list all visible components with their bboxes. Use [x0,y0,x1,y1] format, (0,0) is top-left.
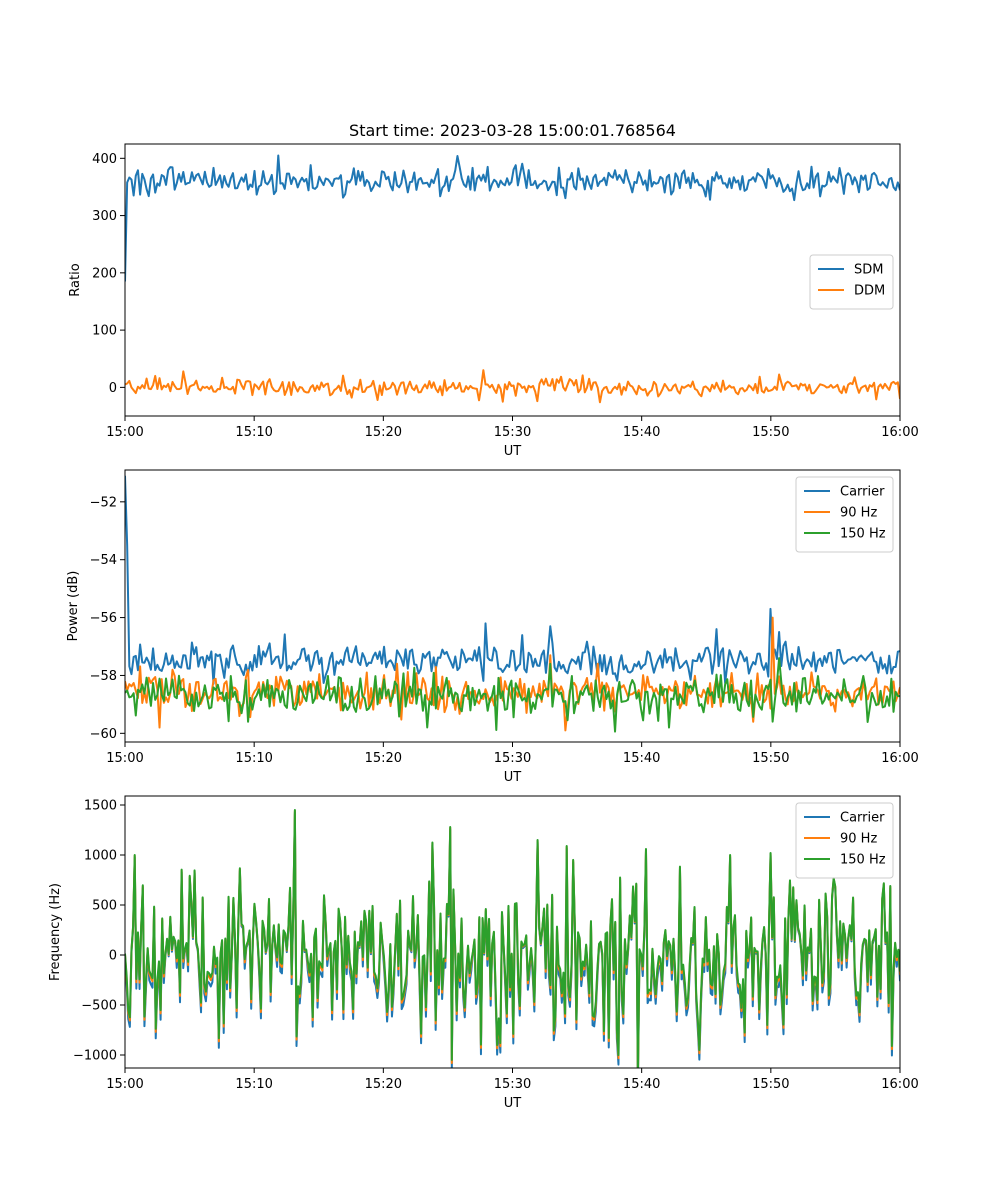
y-tick-label: −500 [81,999,117,1014]
chart-title: Start time: 2023-03-28 15:00:01.768564 [349,121,676,140]
chart-panel-3: 15:00 15:10 15:20 15:30 15:40 15:50 16:00 −1000… [48,795,919,1111]
x-tick-label: 15:10 [235,751,272,766]
x-tick-label: 15:00 [106,1077,143,1092]
y-tick-label: 1000 [84,849,117,864]
x-tick-label: 15:10 [235,1077,272,1092]
legend-label: Carrier [840,485,885,500]
y-axis-label: Frequency (Hz) [48,883,63,981]
x-tick-label: 15:40 [623,425,660,440]
x-axis-label: UT [504,444,522,459]
x-tick-label: 15:00 [106,751,143,766]
legend: SDM DDM [809,254,894,310]
series-lines [125,809,900,1068]
plot-area [125,144,900,416]
y-tick-label: 0 [109,949,117,964]
y-axis-label: Ratio [68,263,83,296]
y-tick-label: −56 [90,611,117,626]
legend-label: 90 Hz [840,832,877,847]
x-tick-label: 15:50 [752,751,789,766]
series-line-ddm [125,369,900,404]
x-tick-label: 15:30 [494,425,531,440]
y-tick-label: −1000 [73,1049,117,1064]
y-tick-label: 100 [92,324,117,339]
legend-label: SDM [854,263,883,278]
x-axis-label: UT [504,1096,522,1111]
legend-label: DDM [854,284,885,299]
legend-label: 150 Hz [840,853,886,868]
y-tick-label: −52 [90,495,117,510]
y-tick-label: 200 [92,266,117,281]
x-tick-label: 15:50 [752,425,789,440]
x-axis-label: UT [504,770,522,785]
y-tick-label: 300 [92,209,117,224]
series-line-150-hz [125,657,900,733]
x-tick-label: 15:20 [365,425,402,440]
x-tick-label: 15:10 [235,425,272,440]
legend: Carrier 90 Hz 150 Hz [795,476,894,553]
x-tick-label: 15:40 [623,1077,660,1092]
series-line-sdm [125,154,900,282]
y-axis-label: Power (dB) [66,571,81,642]
y-tick-label: 0 [109,381,117,396]
series-lines [125,475,900,733]
x-tick-label: 16:00 [881,1077,918,1092]
x-tick-label: 15:30 [494,751,531,766]
series-line-150-hz [125,809,900,1068]
x-tick-label: 16:00 [881,751,918,766]
legend-label: 150 Hz [840,527,886,542]
y-tick-label: 500 [92,899,117,914]
x-tick-label: 15:40 [623,751,660,766]
y-tick-label: −54 [90,553,117,568]
legend-label: 90 Hz [840,506,877,521]
x-tick-label: 15:20 [365,751,402,766]
y-tick-label: −60 [90,727,117,742]
x-tick-label: 15:00 [106,425,143,440]
x-tick-label: 15:50 [752,1077,789,1092]
chart-panel-2: 15:00 15:10 15:20 15:30 15:40 15:50 16:00 −60 −5… [66,469,919,785]
x-tick-label: 15:20 [365,1077,402,1092]
series-line-carrier [125,475,900,685]
legend-label: Carrier [840,811,885,826]
y-tick-label: 1500 [84,799,117,814]
series-lines [125,154,900,404]
x-tick-label: 15:30 [494,1077,531,1092]
y-tick-label: −58 [90,669,117,684]
y-tick-label: 400 [92,152,117,167]
chart-panel-1: 15:00 15:10 15:20 15:30 15:40 15:50 16:00 0 100 2… [68,121,919,459]
x-tick-label: 16:00 [881,425,918,440]
legend: Carrier 90 Hz 150 Hz [795,802,894,879]
